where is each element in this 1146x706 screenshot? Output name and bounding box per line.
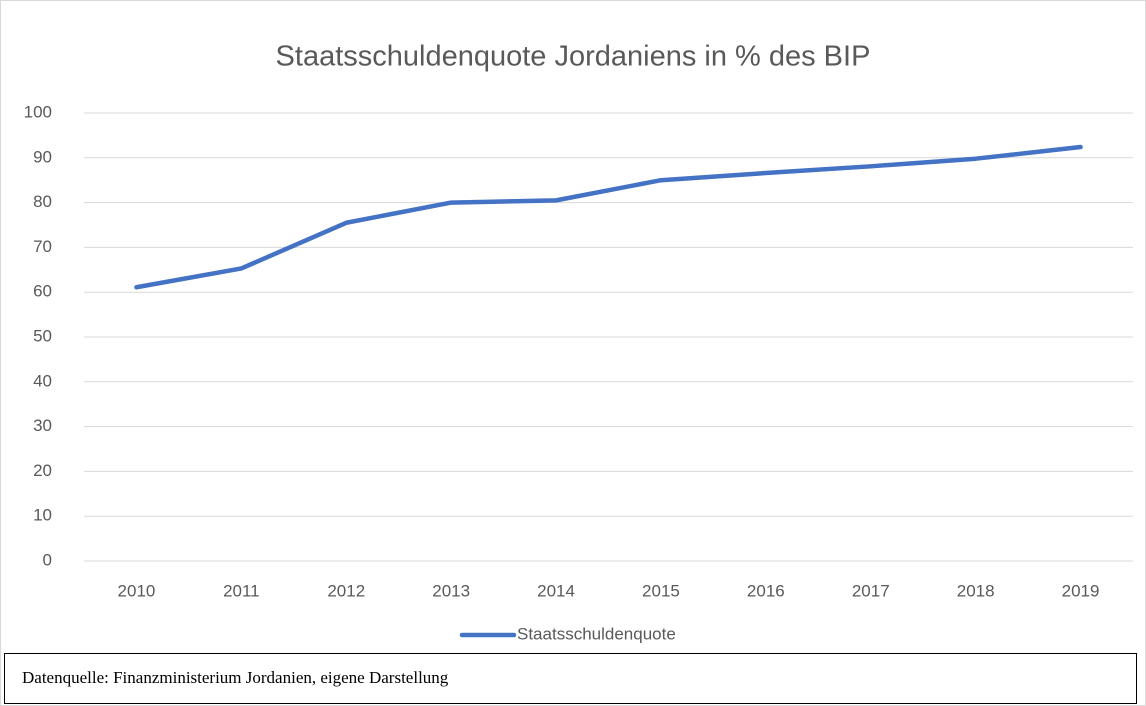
y-tick-label: 10 bbox=[33, 506, 52, 525]
x-tick-label: 2012 bbox=[327, 581, 365, 600]
x-tick-label: 2010 bbox=[118, 581, 156, 600]
y-tick-label: 100 bbox=[24, 102, 52, 121]
source-box bbox=[4, 653, 1137, 704]
y-tick-label: 0 bbox=[43, 550, 52, 569]
y-tick-label: 40 bbox=[33, 371, 52, 390]
x-tick-label: 2015 bbox=[642, 581, 680, 600]
data-line bbox=[134, 144, 1083, 290]
x-tick-label: 2018 bbox=[957, 581, 995, 600]
y-tick-label: 70 bbox=[33, 237, 52, 256]
chart-title: Staatsschuldenquote Jordaniens in % des … bbox=[276, 41, 871, 73]
x-tick-label: 2011 bbox=[223, 581, 260, 600]
x-tick-label: 2016 bbox=[747, 581, 785, 600]
y-tick-label: 30 bbox=[33, 416, 52, 435]
y-tick-label: 20 bbox=[33, 461, 52, 480]
x-tick-label: 2019 bbox=[1062, 581, 1100, 600]
x-tick-label: 2013 bbox=[432, 581, 470, 600]
x-tick-label: 2017 bbox=[852, 581, 890, 600]
y-tick-label: 90 bbox=[33, 147, 52, 166]
legend-label: Staatsschuldenquote bbox=[517, 624, 676, 643]
x-tick-label: 2014 bbox=[537, 581, 575, 600]
source-note: Datenquelle: Finanzministerium Jordanien… bbox=[22, 668, 449, 687]
y-tick-label: 50 bbox=[33, 326, 52, 345]
y-tick-label: 80 bbox=[33, 192, 52, 211]
y-tick-label: 60 bbox=[33, 282, 52, 301]
